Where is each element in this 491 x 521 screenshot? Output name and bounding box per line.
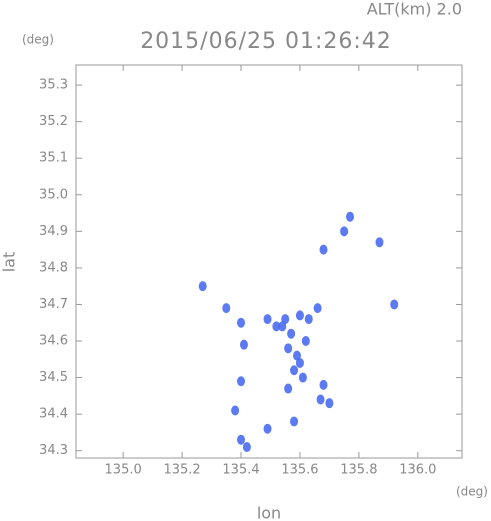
plot-frame — [75, 64, 463, 459]
x-tick-label: 135.6 — [281, 463, 318, 478]
y-tick-label: 34.6 — [39, 334, 68, 349]
x-tick-label: 135.2 — [163, 463, 200, 478]
y-tick-label: 35.1 — [39, 151, 68, 166]
y-tick-label: 34.7 — [39, 297, 68, 312]
echo-point — [198, 281, 207, 292]
echo-point — [237, 317, 246, 328]
chart-subtitle: ALT(km) 2.0 — [367, 0, 462, 19]
y-axis-label: lat — [0, 252, 19, 273]
echo-point — [304, 314, 313, 325]
echo-point — [272, 321, 281, 332]
echo-point — [242, 442, 251, 453]
echo-point — [316, 394, 325, 405]
echo-point — [239, 339, 248, 350]
echo-point — [298, 372, 307, 383]
y-tick-label: 34.5 — [39, 370, 68, 385]
echo-point — [340, 226, 349, 237]
echo-point — [295, 310, 304, 321]
echo-point — [284, 343, 293, 354]
y-tick-label: 34.4 — [39, 407, 68, 422]
x-tick-label: 135.8 — [340, 463, 377, 478]
echo-point — [319, 379, 328, 390]
y-tick-label: 34.8 — [39, 260, 68, 275]
y-tick-label: 34.9 — [39, 224, 68, 239]
echo-point — [390, 299, 399, 310]
y-tick-label: 35.3 — [39, 78, 68, 93]
x-tick-label: 136.0 — [399, 463, 436, 478]
y-tick-label: 34.3 — [39, 443, 68, 458]
echo-point — [295, 357, 304, 368]
echo-point — [284, 383, 293, 394]
x-tick-label: 135.4 — [222, 463, 259, 478]
x-unit: (deg) — [456, 485, 488, 499]
echo-point — [237, 434, 246, 445]
echo-point — [301, 336, 310, 347]
echo-point — [231, 405, 240, 416]
y-tick-label: 35.0 — [39, 187, 68, 202]
echo-point — [290, 416, 299, 427]
echo-point — [237, 376, 246, 387]
echo-point — [290, 365, 299, 376]
x-axis-label: lon — [257, 504, 281, 521]
echo-point — [263, 314, 272, 325]
echo-point — [222, 303, 231, 314]
echo-point — [346, 211, 355, 222]
y-unit: (deg) — [22, 33, 54, 47]
echo-point — [319, 244, 328, 255]
chart-title: 2015/06/25 01:26:42 — [140, 29, 392, 54]
echo-point — [313, 303, 322, 314]
echo-point — [325, 398, 334, 409]
y-tick-label: 35.2 — [39, 114, 68, 129]
echo-point — [263, 423, 272, 434]
echo-point — [287, 328, 296, 339]
echo-point — [375, 237, 384, 248]
echo-point — [278, 321, 287, 332]
x-tick-label: 135.0 — [105, 463, 142, 478]
